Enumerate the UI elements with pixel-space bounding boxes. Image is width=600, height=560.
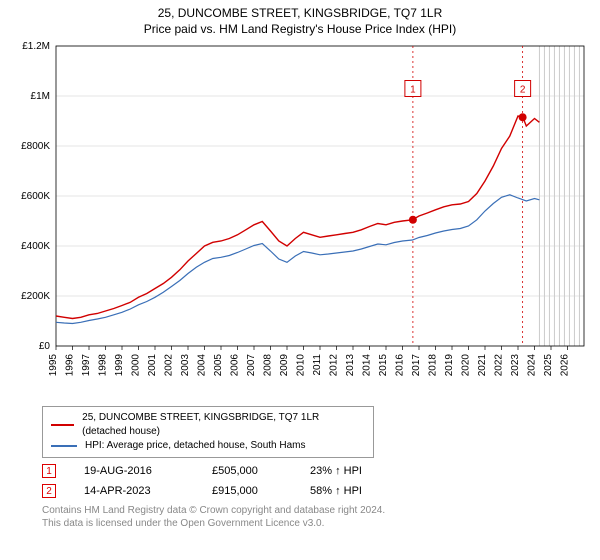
svg-text:2024: 2024 (527, 354, 538, 377)
svg-text:2019: 2019 (444, 354, 455, 377)
svg-text:2: 2 (520, 85, 526, 96)
legend-label-2: HPI: Average price, detached house, Sout… (85, 439, 306, 453)
svg-text:2026: 2026 (560, 354, 571, 377)
svg-text:£0: £0 (39, 341, 51, 352)
svg-text:2012: 2012 (329, 354, 340, 377)
legend-row-2: HPI: Average price, detached house, Sout… (51, 439, 365, 453)
footer-line-2: This data is licensed under the Open Gov… (42, 517, 592, 530)
svg-text:£1M: £1M (31, 91, 50, 102)
sale-price: £505,000 (212, 465, 282, 477)
svg-text:1999: 1999 (114, 354, 125, 377)
svg-text:2018: 2018 (428, 354, 439, 377)
svg-text:£400K: £400K (21, 241, 50, 252)
sale-date: 14-APR-2023 (84, 485, 184, 497)
legend: 25, DUNCOMBE STREET, KINGSBRIDGE, TQ7 1L… (42, 406, 374, 458)
svg-text:2007: 2007 (246, 354, 257, 377)
sale-price: £915,000 (212, 485, 282, 497)
svg-text:2008: 2008 (263, 354, 274, 377)
sale-records: 1 19-AUG-2016 £505,000 23% ↑ HPI 2 14-AP… (42, 464, 592, 498)
legend-swatch-1 (51, 424, 74, 426)
chart-title-block: 25, DUNCOMBE STREET, KINGSBRIDGE, TQ7 1L… (8, 6, 592, 36)
svg-text:1998: 1998 (98, 354, 109, 377)
svg-text:2003: 2003 (180, 354, 191, 377)
sale-row: 2 14-APR-2023 £915,000 58% ↑ HPI (42, 484, 592, 498)
svg-text:£800K: £800K (21, 141, 50, 152)
svg-text:2011: 2011 (312, 354, 323, 376)
svg-text:2017: 2017 (411, 354, 422, 377)
svg-text:£1.2M: £1.2M (22, 41, 50, 52)
svg-text:2022: 2022 (494, 354, 505, 377)
svg-text:2000: 2000 (131, 354, 142, 377)
svg-text:£600K: £600K (21, 191, 50, 202)
svg-text:1995: 1995 (48, 354, 59, 377)
svg-text:2004: 2004 (197, 354, 208, 377)
footer: Contains HM Land Registry data © Crown c… (42, 504, 592, 530)
legend-row-1: 25, DUNCOMBE STREET, KINGSBRIDGE, TQ7 1L… (51, 411, 365, 439)
price-chart: £0 £200K £400K £600K £800K £1M £1.2M 1995 1996 19… (8, 40, 592, 400)
svg-text:2021: 2021 (477, 354, 488, 377)
svg-text:2016: 2016 (395, 354, 406, 377)
legend-label-1: 25, DUNCOMBE STREET, KINGSBRIDGE, TQ7 1L… (82, 411, 365, 439)
sale-row: 1 19-AUG-2016 £505,000 23% ↑ HPI (42, 464, 592, 478)
sale-hpi: 23% ↑ HPI (310, 465, 390, 477)
svg-text:2014: 2014 (362, 354, 373, 377)
svg-text:2009: 2009 (279, 354, 290, 377)
svg-text:1996: 1996 (65, 354, 76, 377)
svg-text:2002: 2002 (164, 354, 175, 377)
svg-text:2010: 2010 (296, 354, 307, 377)
svg-text:2006: 2006 (230, 354, 241, 377)
svg-text:2015: 2015 (378, 354, 389, 377)
svg-text:2005: 2005 (213, 354, 224, 377)
svg-text:2025: 2025 (543, 354, 554, 377)
chart-title-1: 25, DUNCOMBE STREET, KINGSBRIDGE, TQ7 1L… (8, 6, 592, 20)
chart-title-2: Price paid vs. HM Land Registry's House … (8, 22, 592, 36)
sale-marker-1: 1 (42, 464, 56, 478)
footer-line-1: Contains HM Land Registry data © Crown c… (42, 504, 592, 517)
sale-hpi: 58% ↑ HPI (310, 485, 390, 497)
sale-date: 19-AUG-2016 (84, 465, 184, 477)
svg-text:1997: 1997 (81, 354, 92, 377)
svg-text:2023: 2023 (510, 354, 521, 377)
svg-text:1: 1 (410, 85, 416, 96)
svg-text:2013: 2013 (345, 354, 356, 377)
legend-swatch-2 (51, 445, 77, 447)
svg-text:2001: 2001 (147, 354, 158, 377)
svg-text:£200K: £200K (21, 291, 50, 302)
sale-marker-2: 2 (42, 484, 56, 498)
svg-text:2020: 2020 (461, 354, 472, 377)
